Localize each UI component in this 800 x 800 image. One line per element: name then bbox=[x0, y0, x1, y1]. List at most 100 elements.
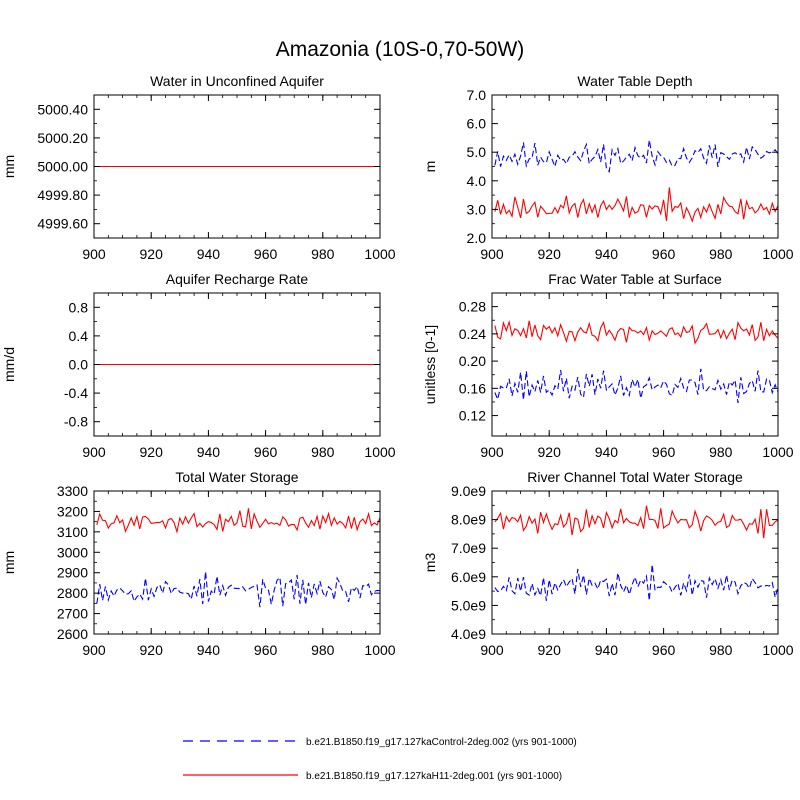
y-tick-label: 5.0 bbox=[467, 144, 487, 160]
panel-title: Water in Unconfined Aquifer bbox=[150, 73, 324, 89]
y-tick-label: 0.24 bbox=[459, 326, 486, 342]
panel-title: Water Table Depth bbox=[577, 73, 692, 89]
chart-panel-2: Water Table Depth m 900 920 940 960 980 1000 2.0… bbox=[422, 73, 794, 262]
y-tick-label: 0.0 bbox=[69, 357, 89, 373]
panel-title: Aquifer Recharge Rate bbox=[166, 271, 309, 287]
chart-panel-5: Total Water Storage mm 900 920 940 960 980 1000… bbox=[1, 469, 396, 658]
x-tick-label: 960 bbox=[652, 246, 676, 262]
plot-frame bbox=[491, 490, 779, 635]
x-tick-label: 920 bbox=[538, 444, 562, 460]
series-experiment-line bbox=[494, 505, 779, 539]
x-tick-label: 940 bbox=[595, 444, 619, 460]
y-axis-label: mm bbox=[1, 155, 17, 178]
x-tick-label: 980 bbox=[709, 642, 733, 658]
x-tick-label: 900 bbox=[82, 246, 106, 262]
y-tick-label: 6.0e9 bbox=[451, 569, 486, 585]
x-tick-label: 980 bbox=[709, 246, 733, 262]
y-tick-label: 7.0 bbox=[467, 87, 487, 103]
x-tick-label: 920 bbox=[538, 246, 562, 262]
y-tick-label: 4.0e9 bbox=[451, 626, 486, 642]
y-tick-label: 2600 bbox=[57, 626, 88, 642]
y-axis-label: m bbox=[422, 161, 438, 173]
x-tick-label: 1000 bbox=[364, 642, 395, 658]
series-experiment-line bbox=[494, 319, 779, 345]
y-tick-label: 9.0e9 bbox=[451, 483, 486, 499]
x-tick-label: 900 bbox=[480, 444, 504, 460]
chart-panel-4: Frac Water Table at Surface unitless [0-1… bbox=[422, 271, 794, 460]
x-tick-label: 940 bbox=[197, 642, 221, 658]
legend-experiment-label: b.e21.B1850.f19_g17.127kaH11-2deg.001 (y… bbox=[306, 771, 562, 782]
y-tick-label: 3000 bbox=[57, 544, 88, 560]
x-tick-label: 1000 bbox=[762, 246, 793, 262]
y-tick-label: 7.0e9 bbox=[451, 540, 486, 556]
y-tick-label: 2.0 bbox=[467, 230, 487, 246]
y-tick-label: 0.4 bbox=[69, 328, 89, 344]
x-tick-label: 1000 bbox=[364, 246, 395, 262]
y-tick-label: 6.0 bbox=[467, 116, 487, 132]
series-control-line bbox=[494, 564, 779, 601]
x-tick-label: 900 bbox=[82, 444, 106, 460]
y-tick-label: -0.8 bbox=[64, 414, 88, 430]
x-tick-label: 900 bbox=[480, 246, 504, 262]
x-tick-label: 1000 bbox=[762, 642, 793, 658]
x-tick-label: 960 bbox=[254, 444, 278, 460]
y-axis-label: unitless [0-1] bbox=[422, 325, 438, 404]
legend-control-label: b.e21.B1850.f19_g17.127kaControl-2deg.00… bbox=[306, 737, 577, 748]
y-tick-label: 3100 bbox=[57, 524, 88, 540]
y-tick-label: 0.20 bbox=[459, 353, 486, 369]
y-tick-label: 4999.60 bbox=[37, 216, 88, 232]
x-tick-label: 960 bbox=[254, 642, 278, 658]
panel-title: Frac Water Table at Surface bbox=[548, 271, 722, 287]
y-tick-label: 5000.00 bbox=[37, 159, 88, 175]
x-tick-label: 900 bbox=[82, 642, 106, 658]
series-control-line bbox=[96, 571, 381, 608]
series-control-line bbox=[494, 140, 779, 174]
series-experiment-line bbox=[96, 508, 381, 534]
y-tick-label: 2900 bbox=[57, 565, 88, 581]
x-tick-label: 960 bbox=[652, 642, 676, 658]
figure-title: Amazonia (10S-0,70-50W) bbox=[276, 38, 525, 61]
y-tick-label: 5.0e9 bbox=[451, 597, 486, 613]
x-tick-label: 920 bbox=[538, 642, 562, 658]
x-tick-label: 940 bbox=[595, 642, 619, 658]
x-tick-label: 980 bbox=[311, 246, 335, 262]
y-tick-label: 0.8 bbox=[69, 299, 89, 315]
x-tick-label: 940 bbox=[197, 246, 221, 262]
chart-panel-1: Water in Unconfined Aquifer mm 900 920 940 96… bbox=[1, 73, 396, 262]
y-axis-label: mm bbox=[1, 551, 17, 574]
x-tick-label: 920 bbox=[140, 444, 164, 460]
y-tick-label: 2800 bbox=[57, 585, 88, 601]
x-tick-label: 960 bbox=[652, 444, 676, 460]
legend: b.e21.B1850.f19_g17.127kaControl-2deg.00… bbox=[183, 737, 577, 782]
plot-frame bbox=[491, 292, 779, 437]
x-tick-label: 900 bbox=[480, 642, 504, 658]
y-tick-label: 0.16 bbox=[459, 380, 486, 396]
series-experiment-line bbox=[494, 187, 779, 223]
chart-panel-3: Aquifer Recharge Rate mm/d 900 920 940 960 980… bbox=[1, 271, 396, 460]
y-tick-label: 0.28 bbox=[459, 299, 486, 315]
y-tick-label: 0.12 bbox=[459, 408, 486, 424]
y-tick-label: 3200 bbox=[57, 503, 88, 519]
x-tick-label: 960 bbox=[254, 246, 278, 262]
panel-title: Total Water Storage bbox=[175, 469, 298, 485]
y-axis-label: mm/d bbox=[1, 347, 17, 382]
y-tick-label: 4999.80 bbox=[37, 187, 88, 203]
y-tick-label: 5000.20 bbox=[37, 130, 88, 146]
plot-frame bbox=[491, 94, 779, 239]
y-tick-label: 3300 bbox=[57, 483, 88, 499]
series-control-line bbox=[494, 368, 779, 403]
panels: Water in Unconfined Aquifer mm 900 920 940 96… bbox=[1, 73, 794, 658]
y-tick-label: 3.0 bbox=[467, 201, 487, 217]
panel-title: River Channel Total Water Storage bbox=[527, 469, 743, 485]
y-tick-label: 4.0 bbox=[467, 173, 487, 189]
y-tick-label: -0.4 bbox=[64, 385, 88, 401]
x-tick-label: 940 bbox=[197, 444, 221, 460]
y-tick-label: 2700 bbox=[57, 606, 88, 622]
x-tick-label: 1000 bbox=[762, 444, 793, 460]
x-tick-label: 1000 bbox=[364, 444, 395, 460]
x-tick-label: 980 bbox=[311, 642, 335, 658]
x-tick-label: 980 bbox=[311, 444, 335, 460]
y-axis-label: m3 bbox=[422, 553, 438, 573]
x-tick-label: 980 bbox=[709, 444, 733, 460]
